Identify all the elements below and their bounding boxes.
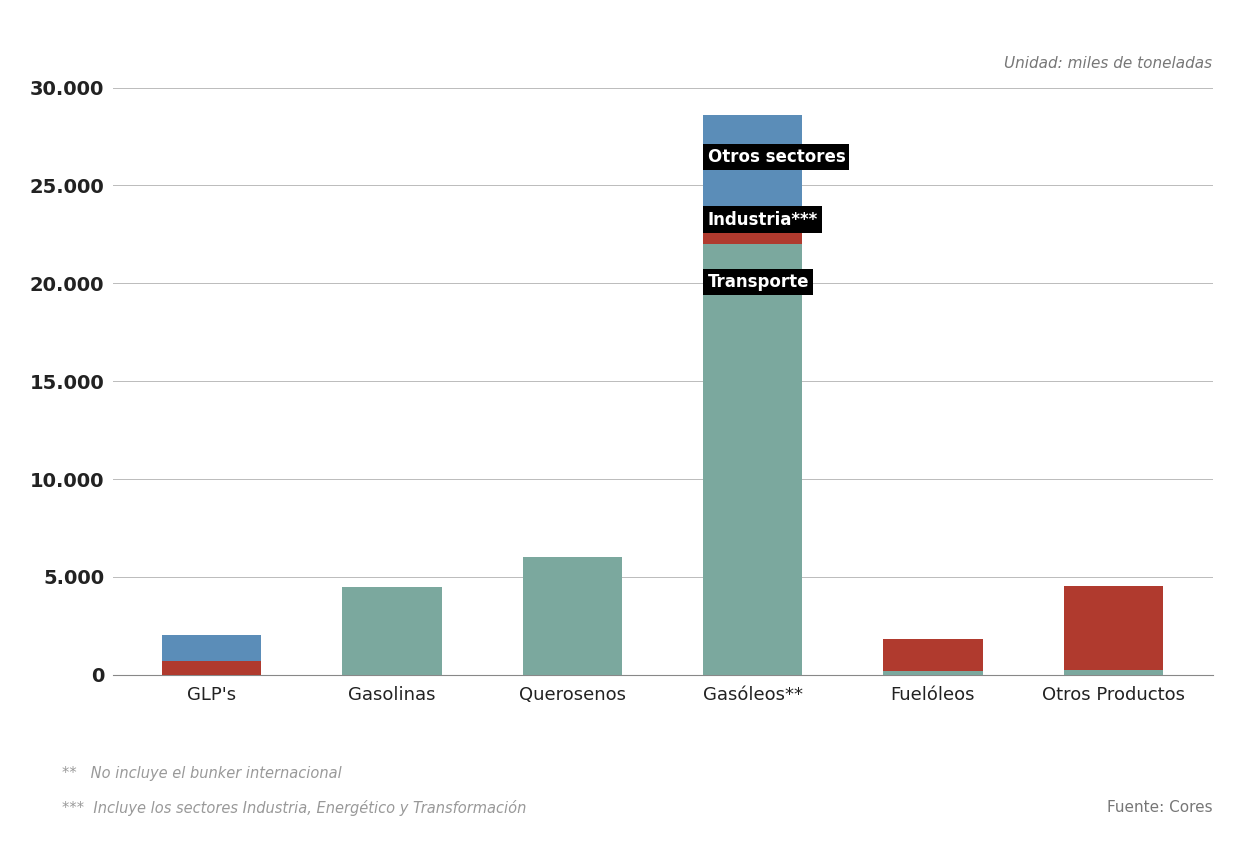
Bar [884,639,983,670]
Bar [162,635,261,661]
Bar [1064,670,1162,675]
Bar [703,213,802,244]
Text: Fuente: Cores: Fuente: Cores [1108,800,1212,815]
Bar [522,557,622,675]
Text: ***  Incluye los sectores Industria, Energético y Transformación: *** Incluye los sectores Industria, Ener… [62,800,528,816]
Bar [1064,586,1162,670]
Bar [342,586,441,675]
Bar [162,661,261,675]
Text: Otros sectores: Otros sectores [707,148,845,166]
Text: **   No incluye el bunker internacional: ** No incluye el bunker internacional [62,766,343,780]
Text: Unidad: miles de toneladas: Unidad: miles de toneladas [1005,56,1212,71]
Bar [703,115,802,213]
Text: Transporte: Transporte [707,273,809,292]
Bar [703,244,802,675]
Text: Industria***: Industria*** [707,210,818,228]
Bar [884,670,983,675]
